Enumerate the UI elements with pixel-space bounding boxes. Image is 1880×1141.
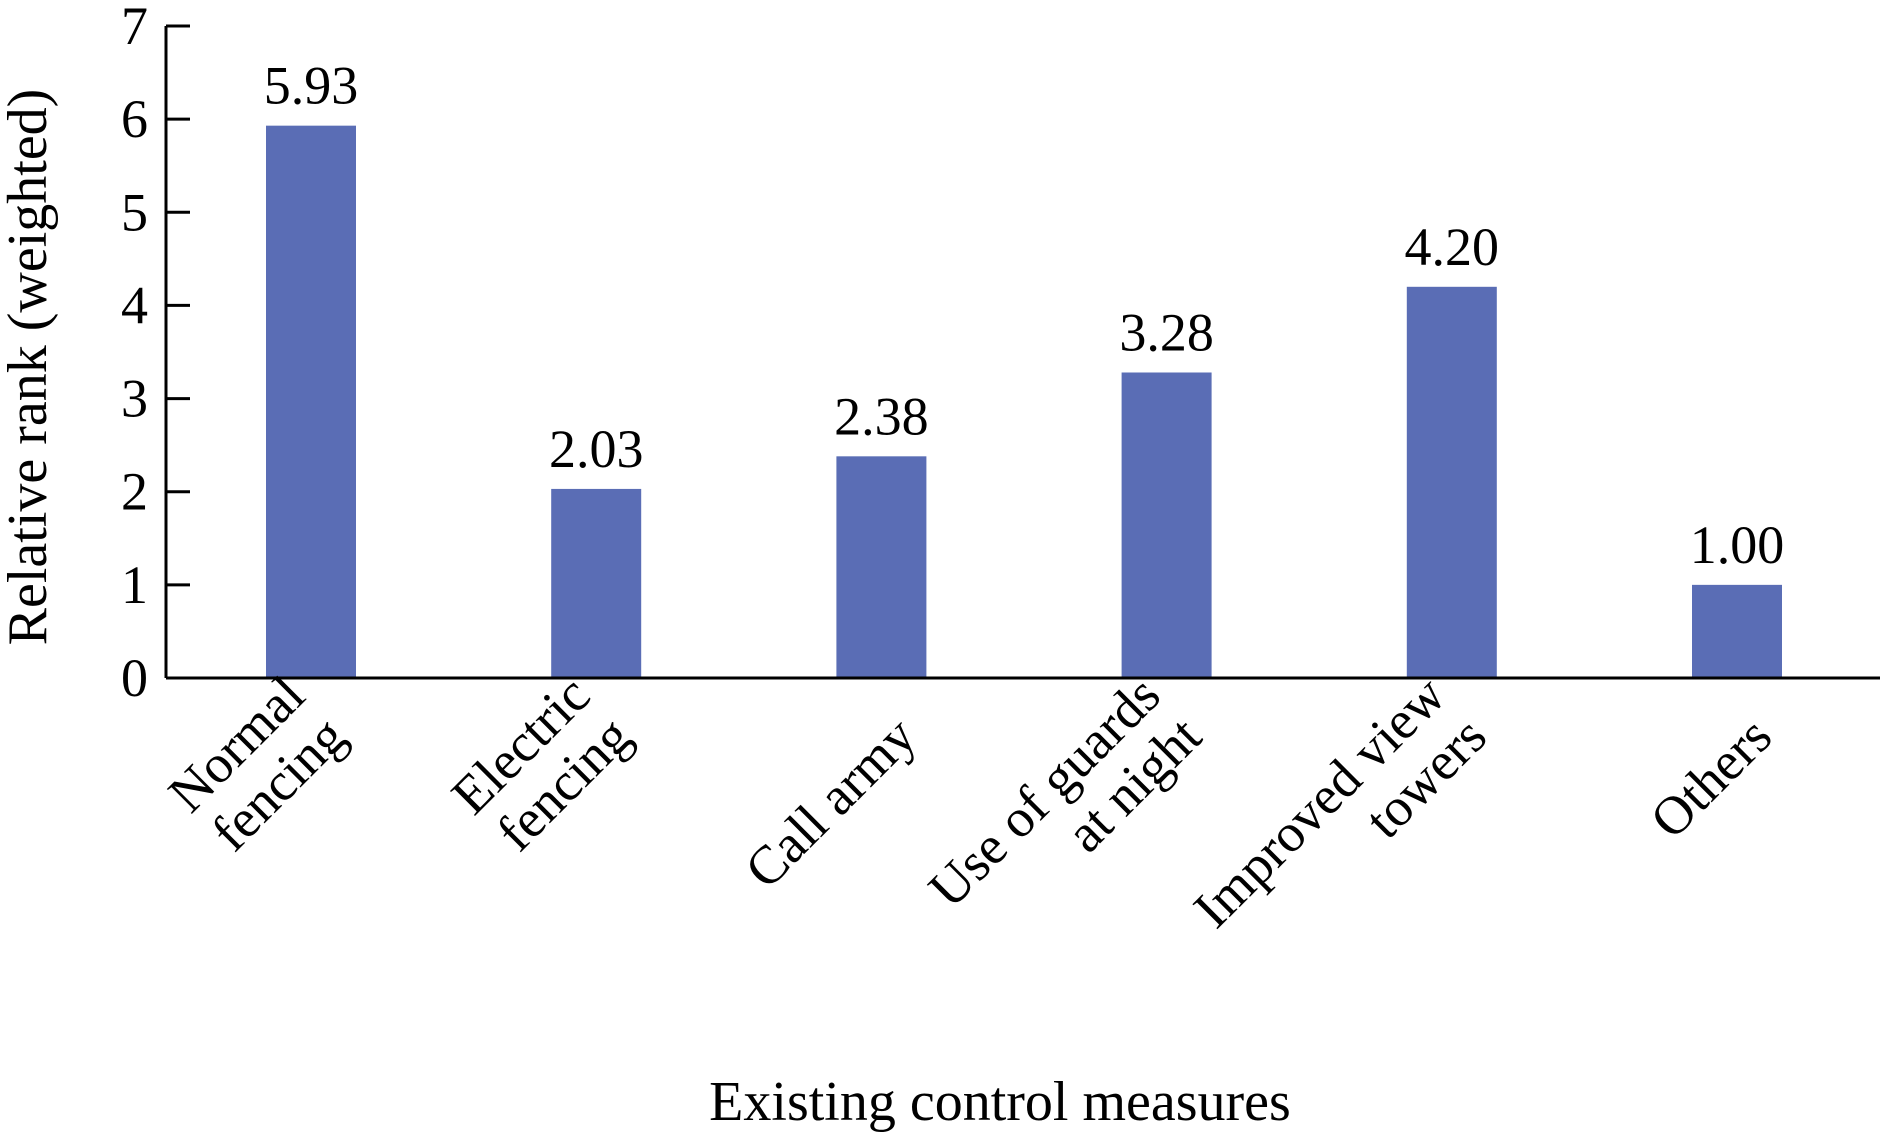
y-ticks-layer: 0 1 2 3 4 5 6 7: [121, 0, 190, 708]
y-tick-label: 1: [121, 555, 148, 615]
y-tick-label: 7: [121, 0, 148, 56]
data-labels-layer: 5.93 2.03 2.38 3.28 4.20 1.00: [264, 56, 1785, 575]
x-category-label: Others: [1639, 706, 1783, 850]
bar: [836, 456, 927, 678]
axes-layer: [164, 26, 1880, 680]
bar-value-label: 3.28: [1119, 302, 1214, 362]
y-tick-label: 6: [121, 89, 148, 149]
x-category-label-text: Improved viewtowers: [1182, 665, 1498, 981]
y-tick-label: 2: [121, 462, 148, 522]
bar-value-label: 5.93: [264, 56, 359, 116]
x-axis-title: Existing control measures: [709, 1071, 1291, 1133]
bar: [1121, 372, 1212, 678]
bar-value-label: 2.03: [549, 419, 644, 479]
x-category-label-text: Call army: [733, 706, 927, 900]
category-labels-layer: Normalfencing Electricfencing Call armyUse…: [157, 665, 1783, 981]
bar: [266, 125, 356, 679]
x-category-label-line: Others: [1639, 706, 1783, 850]
bar: [1692, 584, 1782, 678]
x-category-label-text: Normalfencing: [157, 665, 357, 865]
bar-value-label: 1.00: [1690, 515, 1785, 575]
x-category-label-text: Electricfencing: [440, 665, 642, 867]
x-category-label: Call army: [733, 706, 927, 900]
y-tick-label: 3: [121, 369, 148, 429]
bar: [551, 488, 642, 678]
bar: [1406, 286, 1497, 678]
bar-value-label: 4.20: [1405, 217, 1500, 277]
x-category-label-line: Call army: [733, 706, 927, 900]
x-category-label-text: Others: [1639, 706, 1783, 850]
y-tick-label: 0: [121, 648, 148, 708]
y-tick-label: 5: [121, 182, 148, 242]
x-category-label-text: Use of guardsat night: [917, 665, 1213, 961]
bar-value-label: 2.38: [834, 386, 929, 446]
x-category-label: Electricfencing: [440, 665, 642, 867]
bars-layer: [266, 125, 1782, 679]
x-category-label: Improved viewtowers: [1182, 665, 1498, 981]
x-category-label: Normalfencing: [157, 665, 357, 865]
y-axis-title: Relative rank (weighted): [0, 89, 59, 646]
x-category-label: Use of guardsat night: [917, 665, 1213, 961]
y-tick-label: 4: [121, 275, 148, 335]
